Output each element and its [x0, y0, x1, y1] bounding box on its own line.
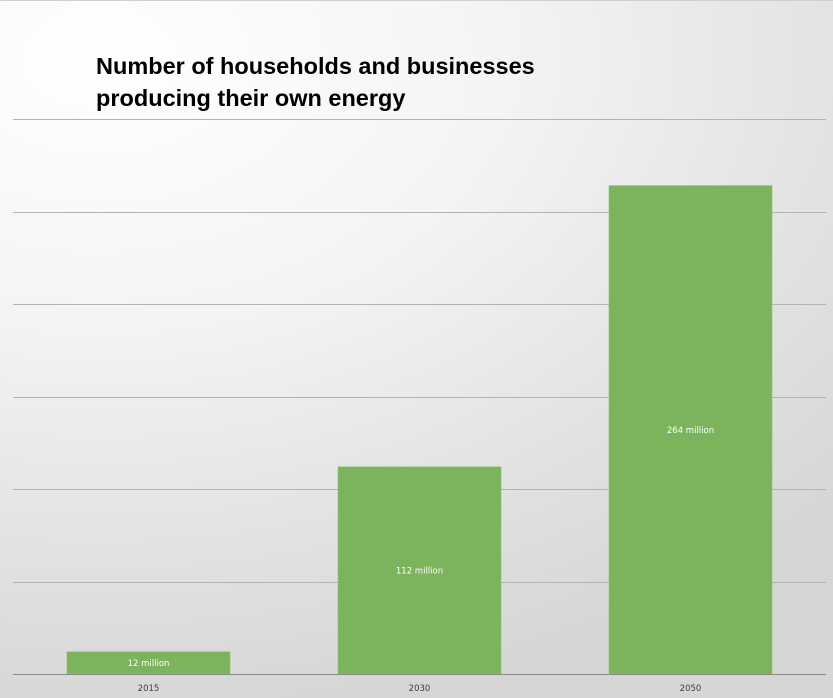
data-label-2015: 12 million: [128, 659, 170, 669]
bars: [66, 185, 773, 675]
bar-2050: [608, 185, 773, 675]
x-tick-label-2030: 2030: [409, 684, 431, 694]
data-label-2030: 112 million: [396, 566, 443, 576]
data-label-2050: 264 million: [667, 426, 714, 436]
data-labels: 12 million 112 million 264 million: [128, 426, 715, 669]
chart-title: Number of households and businesses prod…: [96, 53, 535, 111]
x-tick-label-2050: 2050: [680, 684, 702, 694]
x-tick-label-2015: 2015: [138, 684, 160, 694]
bar-2030: [337, 466, 502, 675]
x-axis: 2015 2030 2050: [13, 674, 826, 694]
